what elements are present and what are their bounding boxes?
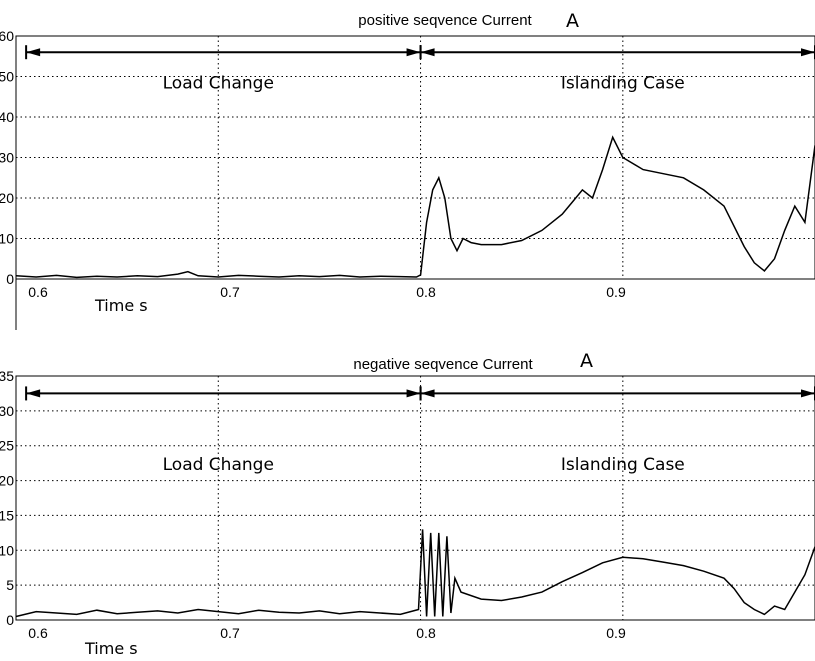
y-tick-label: 10 bbox=[0, 231, 14, 247]
x-ticks: 0.6 0.7 0.8 0.9 bbox=[28, 284, 626, 300]
chart-unit: A bbox=[566, 10, 579, 32]
arrowhead-right bbox=[801, 389, 815, 398]
chart-unit: A bbox=[580, 350, 593, 372]
y-tick-label: 35 bbox=[0, 368, 14, 384]
interval-arrows bbox=[25, 386, 815, 401]
x-ticks: 0.6 0.7 0.8 0.9 bbox=[28, 625, 626, 641]
y-tick-label: 10 bbox=[0, 542, 14, 558]
x-tick-label: 0.8 bbox=[416, 284, 436, 300]
y-tick-label: 30 bbox=[0, 403, 14, 419]
chart-positive-sequence: positive seqvence Current A 0 10 20 30 40 50 6… bbox=[0, 10, 815, 330]
chart-title: positive seqvence Current bbox=[358, 12, 532, 29]
y-tick-label: 0 bbox=[6, 612, 14, 628]
y-tick-label: 25 bbox=[0, 438, 14, 454]
plot-frame bbox=[15, 375, 815, 621]
x-tick-label: 0.6 bbox=[28, 284, 48, 300]
plot-frame bbox=[15, 35, 815, 280]
grid-lines bbox=[16, 376, 815, 620]
y-tick-label: 20 bbox=[0, 190, 14, 206]
y-tick-label: 50 bbox=[0, 69, 14, 85]
x-axis-label: Time s bbox=[84, 639, 138, 658]
x-tick-label: 0.6 bbox=[28, 625, 48, 641]
x-tick-label: 0.8 bbox=[416, 625, 436, 641]
annotation-load-change: Load Change bbox=[163, 74, 274, 94]
x-tick-label: 0.7 bbox=[220, 284, 240, 300]
chart-negative-sequence: negative seqvence Current A 0 5 10 15 20 25 30… bbox=[0, 350, 815, 658]
y-ticks: 0 10 20 30 40 50 60 bbox=[0, 28, 14, 287]
y-tick-label: 15 bbox=[0, 507, 14, 523]
interval-arrows bbox=[25, 45, 815, 60]
arrowhead-left bbox=[420, 389, 435, 398]
y-tick-label: 5 bbox=[6, 577, 14, 593]
annotation-islanding-case: Islanding Case bbox=[561, 74, 685, 94]
arrowhead-left bbox=[26, 48, 41, 57]
y-tick-label: 20 bbox=[0, 473, 14, 489]
series-line bbox=[15, 135, 815, 279]
arrowhead-right bbox=[801, 48, 815, 57]
chart-title: negative seqvence Current bbox=[353, 356, 533, 373]
arrowhead-left bbox=[420, 48, 435, 57]
x-tick-label: 0.9 bbox=[606, 284, 626, 300]
y-tick-label: 30 bbox=[0, 150, 14, 166]
arrowhead-left bbox=[26, 389, 41, 398]
annotation-load-change: Load Change bbox=[163, 455, 274, 475]
y-ticks: 0 5 10 15 20 25 30 35 bbox=[0, 368, 14, 628]
arrowhead-right bbox=[406, 389, 421, 398]
y-tick-label: 0 bbox=[6, 271, 14, 287]
annotation-islanding-case: Islanding Case bbox=[561, 455, 685, 475]
y-tick-label: 60 bbox=[0, 28, 14, 44]
arrowhead-right bbox=[406, 48, 421, 57]
x-tick-label: 0.7 bbox=[220, 625, 240, 641]
series-line bbox=[15, 529, 815, 618]
x-tick-label: 0.9 bbox=[606, 625, 626, 641]
x-axis-label: Time s bbox=[94, 296, 148, 315]
y-tick-label: 40 bbox=[0, 109, 14, 125]
grid-lines bbox=[16, 36, 815, 279]
